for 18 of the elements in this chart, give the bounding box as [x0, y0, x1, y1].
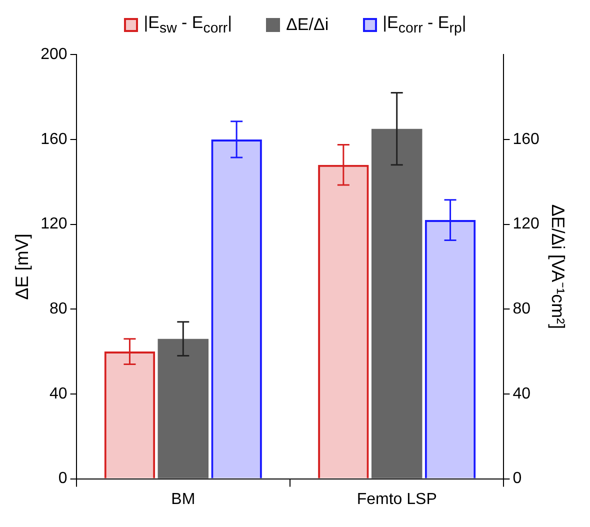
y-tick-label: 0	[58, 470, 68, 488]
y2-tick-label: 120	[512, 216, 540, 233]
x-tick-label: BM	[171, 490, 196, 508]
legend-label: ΔE/Δi	[286, 15, 329, 35]
legend-label: |E$_{corr}$ - E$_{rp}$|	[382, 13, 466, 37]
y-tick-label: 80	[50, 300, 68, 318]
y-tick-label: 40	[50, 385, 68, 402]
y2-tick-label: 160	[512, 130, 540, 148]
y2-axis-title: ΔE/Δi [VA⁻¹cm²]	[548, 204, 568, 330]
y-tick-label: 200	[40, 46, 68, 64]
y-tick-label: 160	[40, 130, 68, 148]
y2-tick-label: 0	[512, 470, 522, 488]
y-axis-title: ΔE [mV]	[12, 234, 32, 300]
y2-tick-label: 80	[512, 300, 531, 318]
y-tick-label: 120	[40, 216, 68, 233]
x-tick-label: Femto LSP	[356, 490, 437, 508]
legend-label: |E$_{sw}$ - E$_{corr}$|	[144, 13, 232, 37]
y2-tick-label: 40	[512, 385, 531, 402]
